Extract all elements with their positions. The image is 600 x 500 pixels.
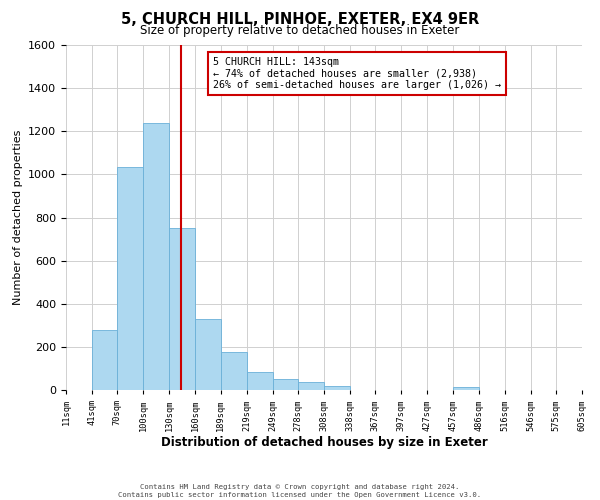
Bar <box>143 122 169 390</box>
Y-axis label: Number of detached properties: Number of detached properties <box>13 130 23 305</box>
Bar <box>92 330 117 390</box>
Bar <box>454 388 479 390</box>
Bar <box>298 382 324 390</box>
X-axis label: Distribution of detached houses by size in Exeter: Distribution of detached houses by size … <box>161 436 487 449</box>
Bar <box>169 228 196 390</box>
Text: Contains HM Land Registry data © Crown copyright and database right 2024.
Contai: Contains HM Land Registry data © Crown c… <box>118 484 482 498</box>
Bar <box>117 167 143 390</box>
Text: Size of property relative to detached houses in Exeter: Size of property relative to detached ho… <box>140 24 460 37</box>
Bar <box>196 319 221 390</box>
Bar <box>247 372 273 390</box>
Bar <box>324 386 350 390</box>
Text: 5 CHURCH HILL: 143sqm
← 74% of detached houses are smaller (2,938)
26% of semi-d: 5 CHURCH HILL: 143sqm ← 74% of detached … <box>213 57 501 90</box>
Text: 5, CHURCH HILL, PINHOE, EXETER, EX4 9ER: 5, CHURCH HILL, PINHOE, EXETER, EX4 9ER <box>121 12 479 28</box>
Bar <box>273 379 298 390</box>
Bar <box>221 352 247 390</box>
